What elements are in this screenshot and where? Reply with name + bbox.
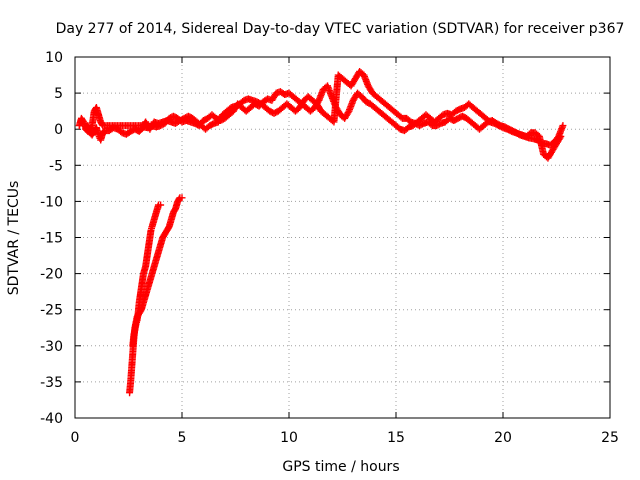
data-point (178, 194, 186, 202)
x-tick-label: 15 (387, 430, 405, 446)
plot-frame (74, 56, 611, 419)
x-tick-label: 0 (71, 430, 80, 446)
y-tick-label: -35 (40, 375, 63, 391)
y-tick-label: 10 (45, 50, 63, 66)
series-main-track-A (75, 82, 567, 149)
data-point (157, 201, 165, 209)
series-main-track-B (82, 67, 565, 162)
x-tick-label: 20 (494, 430, 512, 446)
y-tick-label: -25 (40, 303, 63, 319)
axes: 0 5 10 15 20 25 10 5 0 -5 -10 -15 -20 -25 -30 -35 -40 (40, 50, 619, 446)
data-point (559, 122, 567, 130)
y-tick-label: -15 (40, 231, 63, 247)
y-tick-label: -30 (40, 339, 63, 355)
y-tick-label: -5 (49, 158, 63, 174)
y-tick-label: -10 (40, 194, 63, 210)
grid (75, 57, 610, 418)
data-point (556, 134, 564, 142)
y-tick-label: -20 (40, 267, 63, 283)
x-tick-label: 10 (280, 430, 298, 446)
y-tick-label: -40 (40, 411, 63, 427)
y-axis-label: SDTVAR / TECUs (6, 181, 22, 296)
data-point (87, 123, 95, 131)
series-layer (75, 67, 567, 397)
x-tick-label: 25 (601, 430, 619, 446)
series-descending-track-D (129, 201, 165, 350)
data-point (557, 132, 565, 140)
chart-title: Day 277 of 2014, Sidereal Day-to-day VTE… (56, 21, 625, 37)
x-tick-label: 5 (178, 430, 187, 446)
y-tick-label: 5 (54, 86, 63, 102)
x-axis-label: GPS time / hours (282, 459, 399, 475)
y-tick-label: 0 (54, 122, 63, 138)
